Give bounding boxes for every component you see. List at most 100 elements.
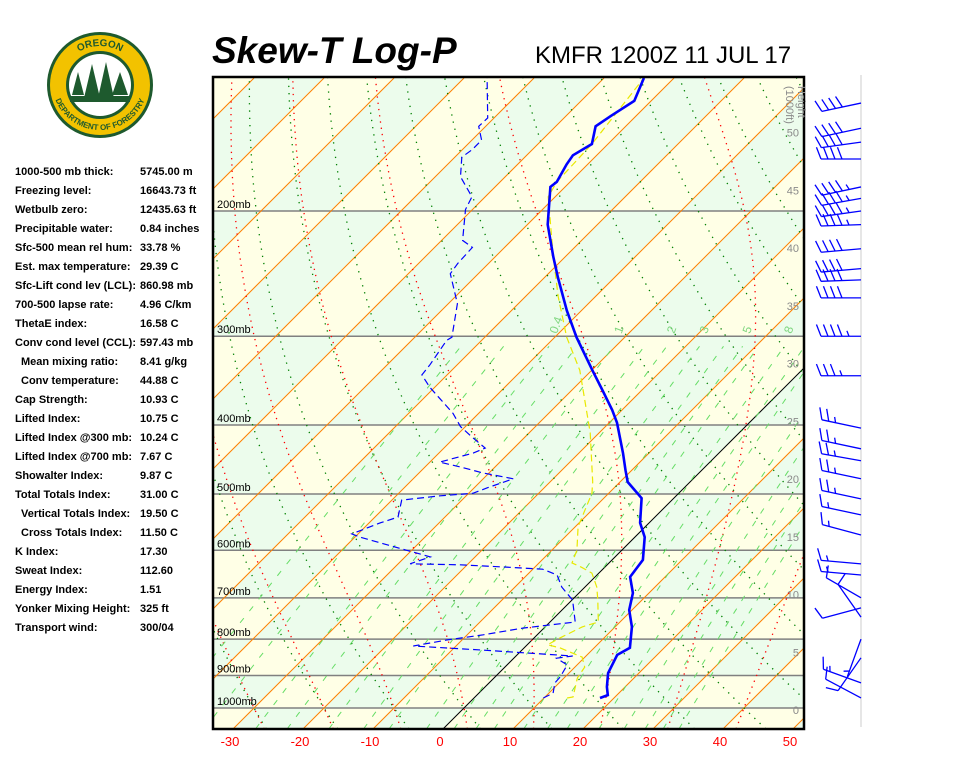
background-band bbox=[485, 211, 681, 337]
background-band bbox=[213, 494, 258, 539]
wind-barb bbox=[825, 565, 862, 599]
wind-barb bbox=[819, 478, 862, 500]
mixing-ratio-line bbox=[255, 345, 550, 729]
background-band bbox=[443, 708, 534, 729]
stat-value: 112.60 bbox=[140, 565, 174, 577]
background-band bbox=[341, 494, 468, 551]
wind-barb-half-feather bbox=[839, 370, 843, 377]
background-band bbox=[678, 425, 804, 494]
stat-value: 33.78 % bbox=[140, 242, 181, 254]
stat-row: K Index: 17.30 bbox=[0, 546, 210, 565]
wind-barb-feather bbox=[828, 134, 836, 147]
background-band bbox=[481, 494, 608, 551]
pressure-label: 400mb bbox=[217, 413, 251, 425]
stat-value: 1.51 bbox=[140, 584, 162, 596]
background-band bbox=[93, 708, 184, 729]
wind-barb-staff bbox=[846, 638, 862, 677]
background-band bbox=[672, 597, 785, 640]
wind-barb-feather bbox=[821, 193, 830, 205]
background-band bbox=[888, 425, 960, 494]
background-band bbox=[583, 708, 674, 729]
wind-barb-half-feather bbox=[827, 520, 830, 527]
stat-label: Precipitable water: bbox=[15, 223, 113, 235]
wind-barb-feather bbox=[828, 97, 837, 109]
wind-barb-feather bbox=[821, 124, 830, 136]
wind-barb-staff bbox=[821, 439, 862, 450]
wind-barb-feather bbox=[825, 686, 839, 692]
temperature-tick-label: 50 bbox=[783, 734, 797, 749]
stat-row: Mean mixing ratio: 8.41 g/kg bbox=[0, 356, 210, 375]
mixing-ratio-line bbox=[566, 371, 804, 729]
mixing-ratio-line bbox=[453, 346, 724, 729]
svg-text:OREGON: OREGON bbox=[75, 38, 124, 54]
wind-barb-half-feather bbox=[833, 467, 837, 474]
background-band bbox=[471, 78, 674, 211]
background-band bbox=[434, 550, 552, 598]
wind-barb-feather bbox=[821, 204, 829, 216]
stat-label: ThetaE index: bbox=[15, 318, 88, 330]
wind-barb-feather bbox=[817, 559, 822, 572]
wind-barbs bbox=[814, 96, 862, 699]
trees-icon bbox=[72, 62, 128, 98]
stat-label: Freezing level: bbox=[15, 185, 92, 197]
background-band bbox=[213, 494, 328, 551]
wind-barb-feather bbox=[836, 324, 843, 337]
stat-row: Yonker Mixing Height: 325 ft bbox=[0, 603, 210, 622]
wind-barb-staff bbox=[821, 469, 862, 480]
background-band bbox=[364, 550, 482, 598]
wind-barb-feather bbox=[822, 147, 829, 160]
wind-barb bbox=[819, 428, 862, 450]
pressure-label: 600mb bbox=[217, 538, 251, 550]
isotherm-line bbox=[213, 77, 395, 260]
height-tick-label: 45 bbox=[787, 185, 799, 197]
isotherm-line bbox=[372, 297, 804, 729]
wind-barb bbox=[814, 133, 862, 149]
wind-barb-feather bbox=[826, 408, 830, 422]
wind-barb-feather bbox=[835, 133, 843, 146]
dry-adiabat-line bbox=[444, 77, 804, 700]
background-band bbox=[532, 597, 645, 640]
background-band bbox=[818, 425, 957, 494]
temperature-tick-label: 40 bbox=[713, 734, 727, 749]
stat-value: 597.43 mb bbox=[140, 337, 194, 349]
background-band bbox=[213, 675, 287, 708]
wind-barb-feather bbox=[821, 240, 829, 252]
stat-value: 31.00 C bbox=[140, 489, 179, 501]
stat-label: Yonker Mixing Height: bbox=[15, 603, 131, 615]
background-band bbox=[258, 425, 397, 494]
wind-barb bbox=[815, 258, 862, 273]
wind-barb bbox=[815, 324, 861, 337]
background-band bbox=[0, 676, 77, 709]
stat-row: Est. max temperature: 29.39 C bbox=[0, 261, 210, 280]
wind-barb bbox=[819, 494, 862, 516]
background-band bbox=[706, 639, 804, 676]
wind-barb-staff bbox=[825, 678, 862, 699]
background-band bbox=[814, 676, 917, 709]
background-band bbox=[233, 708, 324, 729]
wind-barb-feather bbox=[829, 213, 836, 226]
stat-row: Wetbulb zero: 12435.63 ft bbox=[0, 204, 210, 223]
wind-barb bbox=[815, 238, 862, 253]
stat-row: Cross Totals Index: 11.50 C bbox=[0, 527, 210, 546]
background-band bbox=[608, 425, 747, 494]
background-band bbox=[44, 676, 147, 709]
wind-barb-staff bbox=[826, 577, 862, 599]
temperature-tick-label: 30 bbox=[643, 734, 657, 749]
mixing-ratio-line bbox=[426, 346, 700, 729]
height-tick-label: 5 bbox=[793, 647, 799, 659]
mixing-ratio-line bbox=[328, 345, 615, 729]
stat-row: Showalter Index: 9.87 C bbox=[0, 470, 210, 489]
wind-barb-feather bbox=[835, 202, 843, 214]
wind-barb bbox=[815, 363, 861, 377]
dry-adiabat-line bbox=[953, 78, 960, 729]
wind-barb-feather bbox=[821, 182, 830, 195]
dry-adiabat-line bbox=[836, 78, 960, 729]
background-band bbox=[607, 336, 766, 425]
stat-label: Sfc-Lift cond lev (LCL): bbox=[15, 280, 136, 292]
background-band bbox=[261, 78, 464, 211]
background-band bbox=[496, 639, 603, 676]
isotherm-line bbox=[792, 717, 804, 729]
background-band bbox=[677, 336, 804, 425]
station-time: KMFR 1200Z 11 JUL 17 bbox=[535, 42, 792, 69]
